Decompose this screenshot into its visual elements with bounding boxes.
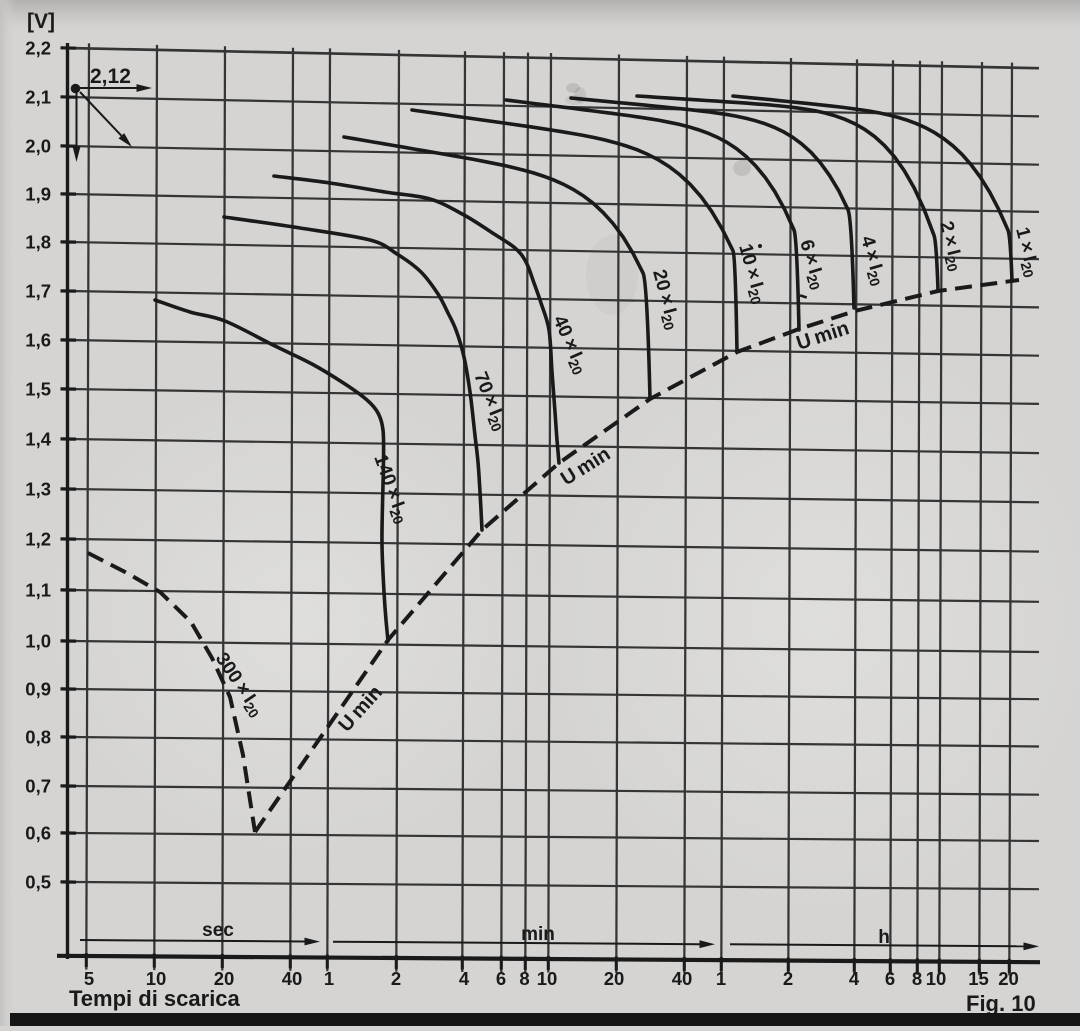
svg-text:6: 6: [885, 968, 895, 989]
svg-text:0,7: 0,7: [25, 776, 51, 797]
svg-text:15: 15: [968, 968, 989, 989]
svg-text:2,0: 2,0: [25, 136, 51, 157]
svg-text:min: min: [521, 924, 555, 945]
svg-text:1: 1: [716, 968, 726, 989]
svg-text:8: 8: [912, 968, 922, 989]
svg-text:1,9: 1,9: [25, 184, 51, 205]
svg-text:40: 40: [672, 968, 693, 989]
svg-text:1,3: 1,3: [25, 479, 51, 500]
svg-text:1,8: 1,8: [25, 232, 51, 253]
svg-text:0,8: 0,8: [25, 727, 51, 748]
svg-text:Fig. 10: Fig. 10: [966, 991, 1036, 1016]
svg-text:h: h: [878, 927, 890, 948]
svg-text:1,1: 1,1: [25, 580, 51, 601]
svg-text:1,0: 1,0: [25, 631, 51, 652]
svg-text:0,9: 0,9: [25, 679, 51, 700]
svg-text:2: 2: [783, 968, 793, 989]
svg-text:2,12: 2,12: [90, 65, 131, 88]
svg-text:5: 5: [84, 968, 94, 989]
svg-text:10: 10: [146, 968, 167, 989]
svg-text:20: 20: [998, 968, 1019, 989]
svg-text:1,2: 1,2: [25, 529, 51, 550]
svg-text:6: 6: [496, 968, 506, 989]
svg-text:sec: sec: [202, 920, 234, 941]
svg-text:40: 40: [282, 968, 303, 989]
svg-text:20: 20: [604, 968, 625, 989]
svg-text:0,6: 0,6: [25, 823, 51, 844]
svg-text:0,5: 0,5: [25, 872, 51, 893]
svg-text:2,2: 2,2: [25, 38, 51, 59]
svg-text:1,6: 1,6: [25, 330, 51, 351]
svg-text:1,5: 1,5: [25, 379, 51, 400]
svg-text:2,1: 2,1: [25, 87, 51, 108]
svg-text:8: 8: [519, 968, 529, 989]
svg-text:1,7: 1,7: [25, 281, 51, 302]
svg-text:10: 10: [537, 968, 558, 989]
svg-text:Tempi di scarica: Tempi di scarica: [69, 986, 241, 1011]
svg-text:4: 4: [459, 968, 470, 989]
svg-text:10: 10: [926, 968, 947, 989]
svg-text:20: 20: [214, 968, 235, 989]
svg-text:[V]: [V]: [27, 10, 55, 33]
svg-text:4: 4: [849, 968, 860, 989]
svg-text:1,4: 1,4: [25, 429, 51, 450]
svg-text:1: 1: [324, 968, 334, 989]
svg-text:2: 2: [391, 968, 401, 989]
